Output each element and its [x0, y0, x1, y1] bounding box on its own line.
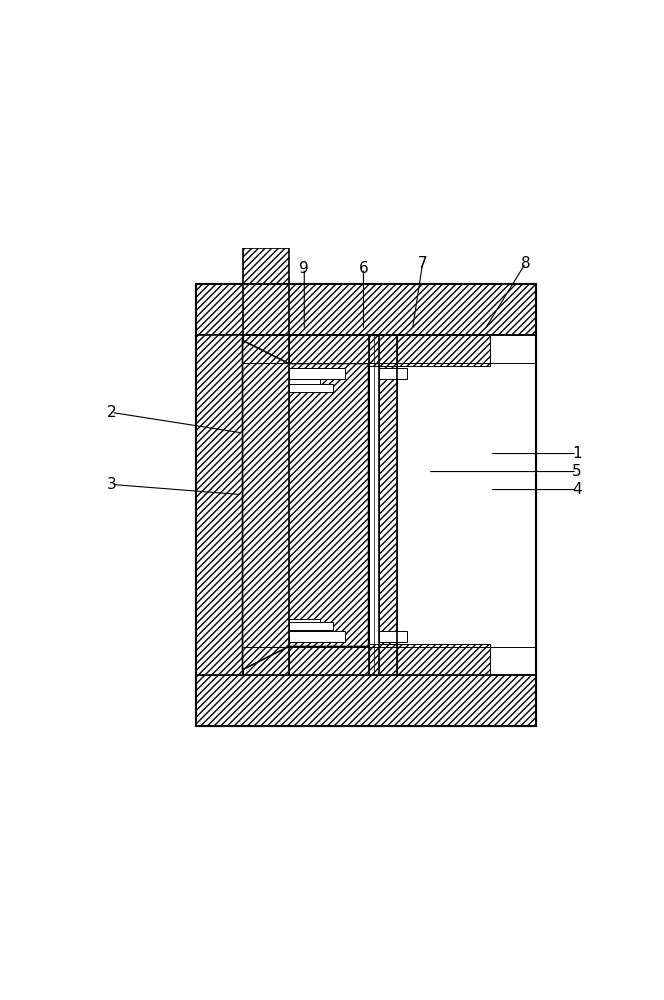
- Bar: [379, 368, 407, 379]
- Bar: [489, 335, 536, 675]
- Bar: [197, 335, 242, 675]
- Text: 3: 3: [106, 477, 116, 492]
- Text: 5: 5: [572, 464, 582, 479]
- Bar: [369, 335, 397, 366]
- Polygon shape: [242, 340, 369, 670]
- Bar: [242, 644, 289, 675]
- Text: 8: 8: [521, 256, 531, 271]
- Text: 9: 9: [299, 261, 309, 276]
- Bar: [197, 675, 536, 726]
- Bar: [289, 631, 345, 642]
- Bar: [289, 368, 345, 379]
- Polygon shape: [289, 335, 369, 363]
- Bar: [369, 335, 379, 675]
- Bar: [397, 644, 489, 675]
- Bar: [369, 644, 397, 675]
- Polygon shape: [379, 363, 397, 647]
- Bar: [242, 335, 289, 366]
- Bar: [379, 631, 407, 642]
- Bar: [289, 384, 333, 392]
- Text: 4: 4: [572, 482, 582, 497]
- Bar: [197, 284, 536, 726]
- Text: 2: 2: [106, 405, 116, 420]
- Bar: [242, 248, 289, 335]
- Bar: [289, 379, 320, 391]
- Text: 7: 7: [418, 256, 428, 271]
- Polygon shape: [289, 647, 369, 675]
- Text: 6: 6: [359, 261, 369, 276]
- Bar: [289, 622, 333, 630]
- Bar: [197, 284, 536, 726]
- Bar: [242, 335, 536, 675]
- Bar: [197, 284, 536, 335]
- Text: 1: 1: [572, 446, 582, 461]
- Bar: [289, 619, 320, 631]
- Bar: [397, 335, 489, 366]
